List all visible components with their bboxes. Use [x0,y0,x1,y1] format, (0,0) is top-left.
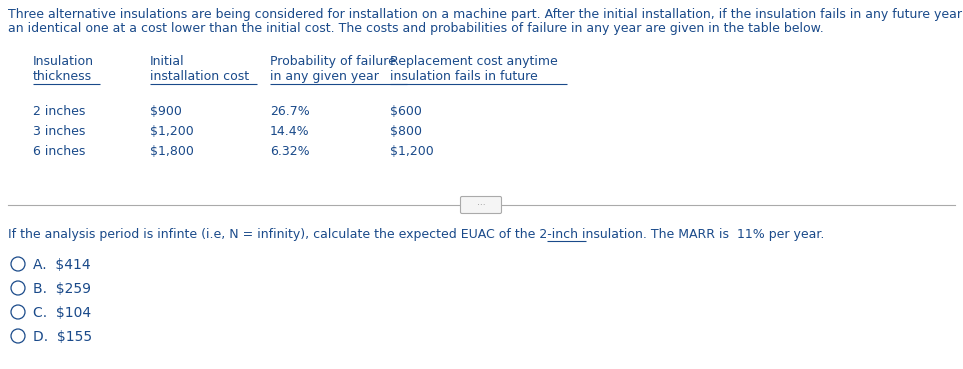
Text: installation cost: installation cost [150,70,249,83]
Text: C.  $104: C. $104 [33,306,91,320]
Text: insulation fails in future: insulation fails in future [390,70,537,83]
Text: 6.32%: 6.32% [270,145,310,158]
Text: B.  $259: B. $259 [33,282,91,296]
Text: A.  $414: A. $414 [33,258,91,272]
Text: ···: ··· [477,201,485,210]
Text: Probability of failure: Probability of failure [270,55,396,68]
FancyBboxPatch shape [460,197,502,214]
Text: $800: $800 [390,125,422,138]
Text: $1,800: $1,800 [150,145,194,158]
Text: 6 inches: 6 inches [33,145,86,158]
Text: 2 inches: 2 inches [33,105,86,118]
Text: $1,200: $1,200 [390,145,433,158]
Text: 26.7%: 26.7% [270,105,310,118]
Text: Replacement cost anytime: Replacement cost anytime [390,55,558,68]
Text: thickness: thickness [33,70,92,83]
Text: $1,200: $1,200 [150,125,194,138]
Text: $600: $600 [390,105,422,118]
Text: Insulation: Insulation [33,55,94,68]
Text: 14.4%: 14.4% [270,125,310,138]
Text: If the analysis period is infinte (i.e, N = infinity), calculate the expected EU: If the analysis period is infinte (i.e, … [8,228,824,241]
Text: an identical one at a cost lower than the initial cost. The costs and probabilit: an identical one at a cost lower than th… [8,22,823,35]
Text: in any given year: in any given year [270,70,378,83]
Text: $900: $900 [150,105,182,118]
Text: D.  $155: D. $155 [33,330,92,344]
Text: Initial: Initial [150,55,185,68]
Text: Three alternative insulations are being considered for installation on a machine: Three alternative insulations are being … [8,8,963,21]
Text: 3 inches: 3 inches [33,125,86,138]
